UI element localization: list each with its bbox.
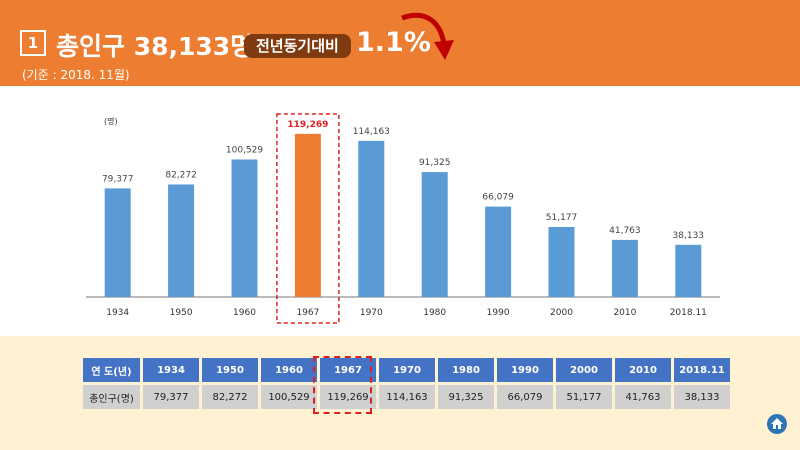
data-label: 38,133 <box>673 231 705 241</box>
bar-2010 <box>611 239 638 297</box>
x-tick-label: 1990 <box>487 308 510 318</box>
bar-2018.11 <box>675 244 702 297</box>
row-header-population: 총인구(명) <box>83 385 140 409</box>
yoy-change: 1.1% <box>356 27 431 58</box>
population-cell: 119,269 <box>320 385 376 409</box>
page-title: 총인구 38,133명 <box>56 32 254 61</box>
bar-1970 <box>358 140 385 297</box>
data-label: 114,163 <box>353 127 390 137</box>
year-cell: 1950 <box>202 358 258 382</box>
x-tick-label: 1960 <box>233 308 256 318</box>
year-cell: 1980 <box>438 358 494 382</box>
section-number: 1 <box>20 30 46 56</box>
home-icon <box>771 418 783 429</box>
home-button[interactable] <box>767 414 787 434</box>
header-banner: 1 총인구 38,133명 전년동기대비 1.1% (기준 : 2018. 11… <box>0 0 800 86</box>
year-cell: 2018.11 <box>674 358 730 382</box>
reference-date: (기준 : 2018. 11월) <box>22 68 130 82</box>
x-tick-label: 1950 <box>170 308 193 318</box>
table-row-population: 총인구(명) 79,377 82,272 100,529 119,269 114… <box>83 385 730 409</box>
data-label: 82,272 <box>165 170 197 180</box>
population-cell: 79,377 <box>143 385 199 409</box>
x-tick-label: 1967 <box>296 308 319 318</box>
population-table: 연 도(년) 1934 1950 1960 1967 1970 1980 199… <box>80 355 733 412</box>
x-tick-label: 1934 <box>106 308 129 318</box>
x-tick-label: 1980 <box>423 308 446 318</box>
year-cell: 1967 <box>320 358 376 382</box>
data-label: 41,763 <box>609 226 641 236</box>
bar-1950 <box>168 184 195 297</box>
year-cell: 1960 <box>261 358 317 382</box>
bar-1960 <box>231 159 258 297</box>
bar-2000 <box>548 226 575 297</box>
year-cell: 1970 <box>379 358 435 382</box>
population-cell: 114,163 <box>379 385 435 409</box>
year-cell: 1934 <box>143 358 199 382</box>
y-axis-unit: (명) <box>104 116 118 126</box>
data-label: 66,079 <box>482 193 514 203</box>
population-cell: 82,272 <box>202 385 258 409</box>
population-cell: 66,079 <box>497 385 553 409</box>
data-label: 119,269 <box>287 120 328 130</box>
year-cell: 2000 <box>556 358 612 382</box>
population-cell: 51,177 <box>556 385 612 409</box>
bar-1934 <box>104 188 131 297</box>
year-cell: 2010 <box>615 358 671 382</box>
year-cell: 1990 <box>497 358 553 382</box>
down-arrow-icon <box>401 12 454 60</box>
bar-1990 <box>485 206 512 297</box>
data-label: 91,325 <box>419 158 451 168</box>
population-cell: 38,133 <box>674 385 730 409</box>
x-tick-label: 1970 <box>360 308 383 318</box>
population-cell: 41,763 <box>615 385 671 409</box>
population-cell: 91,325 <box>438 385 494 409</box>
x-tick-label: 2000 <box>550 308 573 318</box>
bar-1980 <box>421 172 448 297</box>
x-tick-label: 2018.11 <box>670 308 707 318</box>
table-highlight-1967 <box>313 356 372 414</box>
bar-1967 <box>294 133 321 297</box>
yoy-badge: 전년동기대비 <box>244 34 351 58</box>
row-header-year: 연 도(년) <box>83 358 140 382</box>
population-bar-chart: (명) 79,377 1934 82,272 1950 100,529 1960 119,2… <box>86 113 720 324</box>
data-label: 100,529 <box>226 145 263 155</box>
data-label: 51,177 <box>546 213 578 223</box>
table-row-year: 연 도(년) 1934 1950 1960 1967 1970 1980 199… <box>83 358 730 382</box>
x-tick-label: 2010 <box>613 308 636 318</box>
population-cell: 100,529 <box>261 385 317 409</box>
highlight-box <box>276 113 340 324</box>
data-label: 79,377 <box>102 174 134 184</box>
